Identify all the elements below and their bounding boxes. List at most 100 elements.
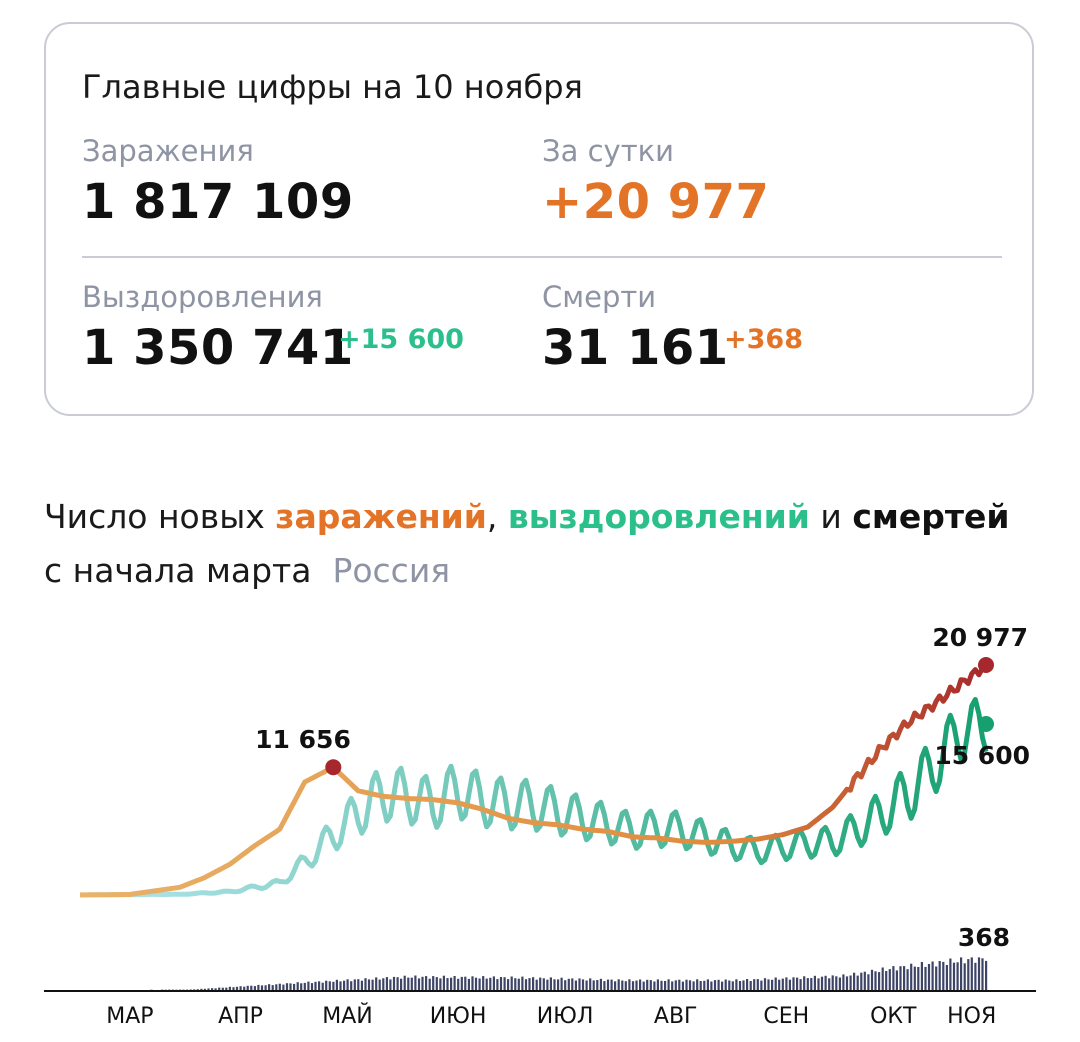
deaths-bar: [706, 979, 709, 990]
deaths-bar: [785, 977, 788, 990]
infections-peak-marker: [325, 759, 342, 776]
deaths-bar: [952, 962, 956, 990]
deaths-bar: [410, 977, 413, 990]
deaths-bar: [813, 975, 816, 990]
deaths-bar: [924, 966, 927, 990]
month-tick-label: СЕН: [763, 1004, 809, 1029]
deaths-bar: [496, 979, 499, 990]
deaths-bar: [268, 984, 271, 990]
deaths-bar: [870, 969, 874, 990]
deaths-bar: [464, 976, 467, 990]
deaths-bar: [407, 977, 410, 990]
deaths-bar: [806, 978, 809, 990]
deaths-bar: [624, 981, 627, 990]
month-tick-label: АВГ: [654, 1004, 698, 1029]
deaths-bars: [150, 957, 988, 990]
deaths-bar: [257, 984, 260, 990]
deaths-bar: [820, 976, 824, 990]
heading-recoveries: выздоровлений: [507, 497, 810, 536]
recoveries-line: [80, 697, 989, 898]
infections-label: Заражения: [82, 134, 254, 168]
chart-heading: Число новых заражений, выздоровлений и с…: [44, 490, 1044, 598]
deaths-bar: [235, 986, 239, 990]
deaths-bar: [389, 979, 392, 990]
deaths-bar: [888, 969, 891, 990]
deaths-bar: [596, 980, 599, 990]
deaths-bar: [974, 962, 977, 990]
deaths-bar: [735, 979, 738, 990]
deaths-bar: [553, 979, 556, 990]
deaths-bar: [845, 976, 849, 990]
deaths-bar: [653, 981, 656, 990]
heading-and: и: [809, 497, 853, 536]
recoveries-last-label: 15 600: [934, 741, 1030, 770]
deaths-bar: [945, 965, 948, 990]
deaths-bar: [564, 980, 567, 990]
deaths-bar: [211, 988, 214, 990]
heading-comma: ,: [486, 497, 498, 536]
deaths-bar: [760, 980, 763, 990]
chart-heading-line2: с начала марта Россия: [44, 544, 1044, 598]
deaths-bar: [578, 978, 581, 990]
deaths-bar: [385, 977, 388, 990]
deaths-bar: [828, 978, 831, 990]
deaths-bar: [489, 977, 492, 990]
deaths-bar: [367, 979, 371, 990]
deaths-bar: [985, 960, 988, 990]
month-tick-label: МАР: [106, 1004, 153, 1029]
deaths-bar: [303, 982, 306, 990]
deaths-bar: [592, 980, 595, 990]
deaths-bar: [557, 979, 560, 990]
deaths-bar: [724, 979, 727, 990]
infections-last-label: 20 977: [932, 623, 1028, 652]
deaths-bar: [196, 989, 199, 990]
deaths-bar: [453, 976, 456, 990]
deaths-bar: [275, 984, 278, 990]
deaths-bar: [970, 957, 973, 990]
deaths-bar: [221, 987, 224, 990]
deaths-bar: [378, 979, 381, 990]
deaths-bar: [731, 981, 734, 990]
deaths-bar: [942, 961, 945, 990]
deaths-bar: [517, 978, 520, 990]
summary-card: Главные цифры на 10 ноября Заражения 1 8…: [44, 22, 1034, 416]
deaths-bar: [350, 981, 353, 990]
deaths-bar: [200, 988, 203, 990]
deaths-bar: [895, 970, 898, 990]
deaths-bar: [774, 977, 777, 990]
deaths-bar: [278, 983, 281, 990]
deaths-bar: [571, 978, 574, 990]
deaths-bar: [692, 981, 695, 990]
deaths-bar: [318, 981, 321, 990]
deaths-bar: [606, 979, 610, 990]
recoveries-value: 1 350 741: [82, 320, 354, 376]
deaths-bar: [539, 977, 542, 990]
heading-infections: заражений: [275, 497, 487, 536]
deaths-bar: [546, 979, 549, 990]
deaths-bar: [264, 985, 267, 990]
deaths-bar: [439, 978, 442, 990]
deaths-label: Смерти: [542, 280, 657, 314]
deaths-bar: [753, 979, 756, 990]
deaths-bar: [646, 979, 649, 990]
heading-since: с начала марта: [44, 551, 312, 590]
deaths-bar: [243, 986, 246, 990]
month-tick-label: НОЯ: [947, 1004, 996, 1029]
deaths-bar: [746, 979, 749, 990]
summary-divider: [82, 256, 1002, 258]
month-tick-label: МАЙ: [322, 1003, 373, 1029]
region-selector[interactable]: Россия: [332, 551, 451, 590]
deaths-bar: [218, 987, 221, 990]
deaths-bar: [792, 977, 795, 990]
deaths-bar: [250, 985, 253, 990]
deaths-bar: [524, 979, 528, 990]
month-tick-label: ИЮЛ: [537, 1004, 594, 1029]
deaths-bar: [417, 978, 421, 990]
deaths-bar: [510, 976, 513, 990]
deaths-bar: [467, 978, 470, 990]
deaths-bar: [507, 979, 510, 990]
deaths-bar: [482, 976, 485, 990]
deaths-bar: [771, 979, 774, 990]
deaths-bar: [332, 981, 335, 990]
month-labels: МАР АПР МАЙ ИЮН ИЮЛ АВГ СЕН ОКТ НОЯ: [106, 1003, 996, 1029]
